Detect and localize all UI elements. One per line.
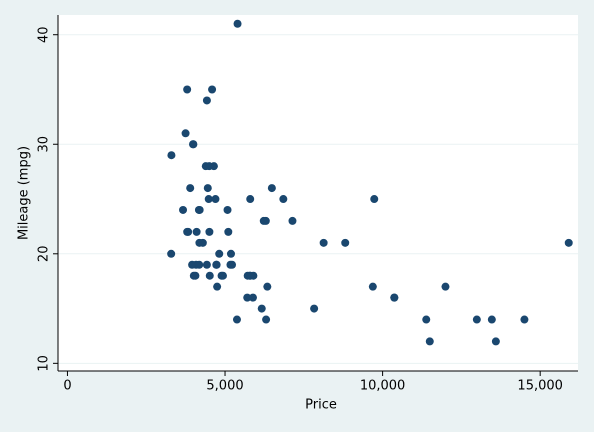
point [368,282,377,291]
point [202,260,211,269]
point [263,282,272,291]
point [218,271,227,280]
point [233,19,242,28]
point [194,205,203,214]
point [262,315,271,324]
point [202,96,211,105]
point [491,337,500,346]
y-tick-label: 10 [37,355,52,372]
point [259,216,268,225]
point [472,315,481,324]
point [208,85,217,94]
point [288,216,297,225]
x-tick-label: 10,000 [360,379,406,394]
point [186,184,195,193]
x-axis-title: Price [305,398,337,413]
point [390,293,399,302]
point [249,271,258,280]
y-tick-label: 30 [37,136,52,153]
point [195,260,204,269]
point [279,195,288,204]
point [213,282,222,291]
point [441,282,450,291]
point [179,205,188,214]
point [189,140,198,149]
point [223,205,232,214]
point [310,304,319,313]
point [192,227,201,236]
point [167,151,176,160]
point [212,260,221,269]
point [226,249,235,258]
point [564,238,573,247]
point [188,260,197,269]
x-tick-label: 5,000 [206,379,243,394]
point [425,337,434,346]
point [204,195,213,204]
point [341,238,350,247]
point [520,315,529,324]
point [246,195,255,204]
point [370,195,379,204]
point [243,293,252,302]
point [243,271,252,280]
point [319,238,328,247]
point [228,260,237,269]
point [267,184,276,193]
point [167,249,176,258]
point [184,227,193,236]
point [257,304,266,313]
point [248,293,257,302]
point [191,271,200,280]
point [232,315,241,324]
point [215,249,224,258]
point [211,195,220,204]
point [487,315,496,324]
y-axis-title: Mileage (mpg) [17,146,32,240]
point [205,162,214,171]
y-tick-label: 40 [37,26,52,43]
plot-area [58,15,578,371]
point [183,85,192,94]
point [224,227,233,236]
point [422,315,431,324]
x-tick-label: 0 [63,379,71,394]
point [205,227,214,236]
y-tick-label: 20 [36,246,51,263]
point [205,271,214,280]
point [198,238,207,247]
point [203,184,212,193]
x-tick-label: 15,000 [517,379,563,394]
point [181,129,190,138]
